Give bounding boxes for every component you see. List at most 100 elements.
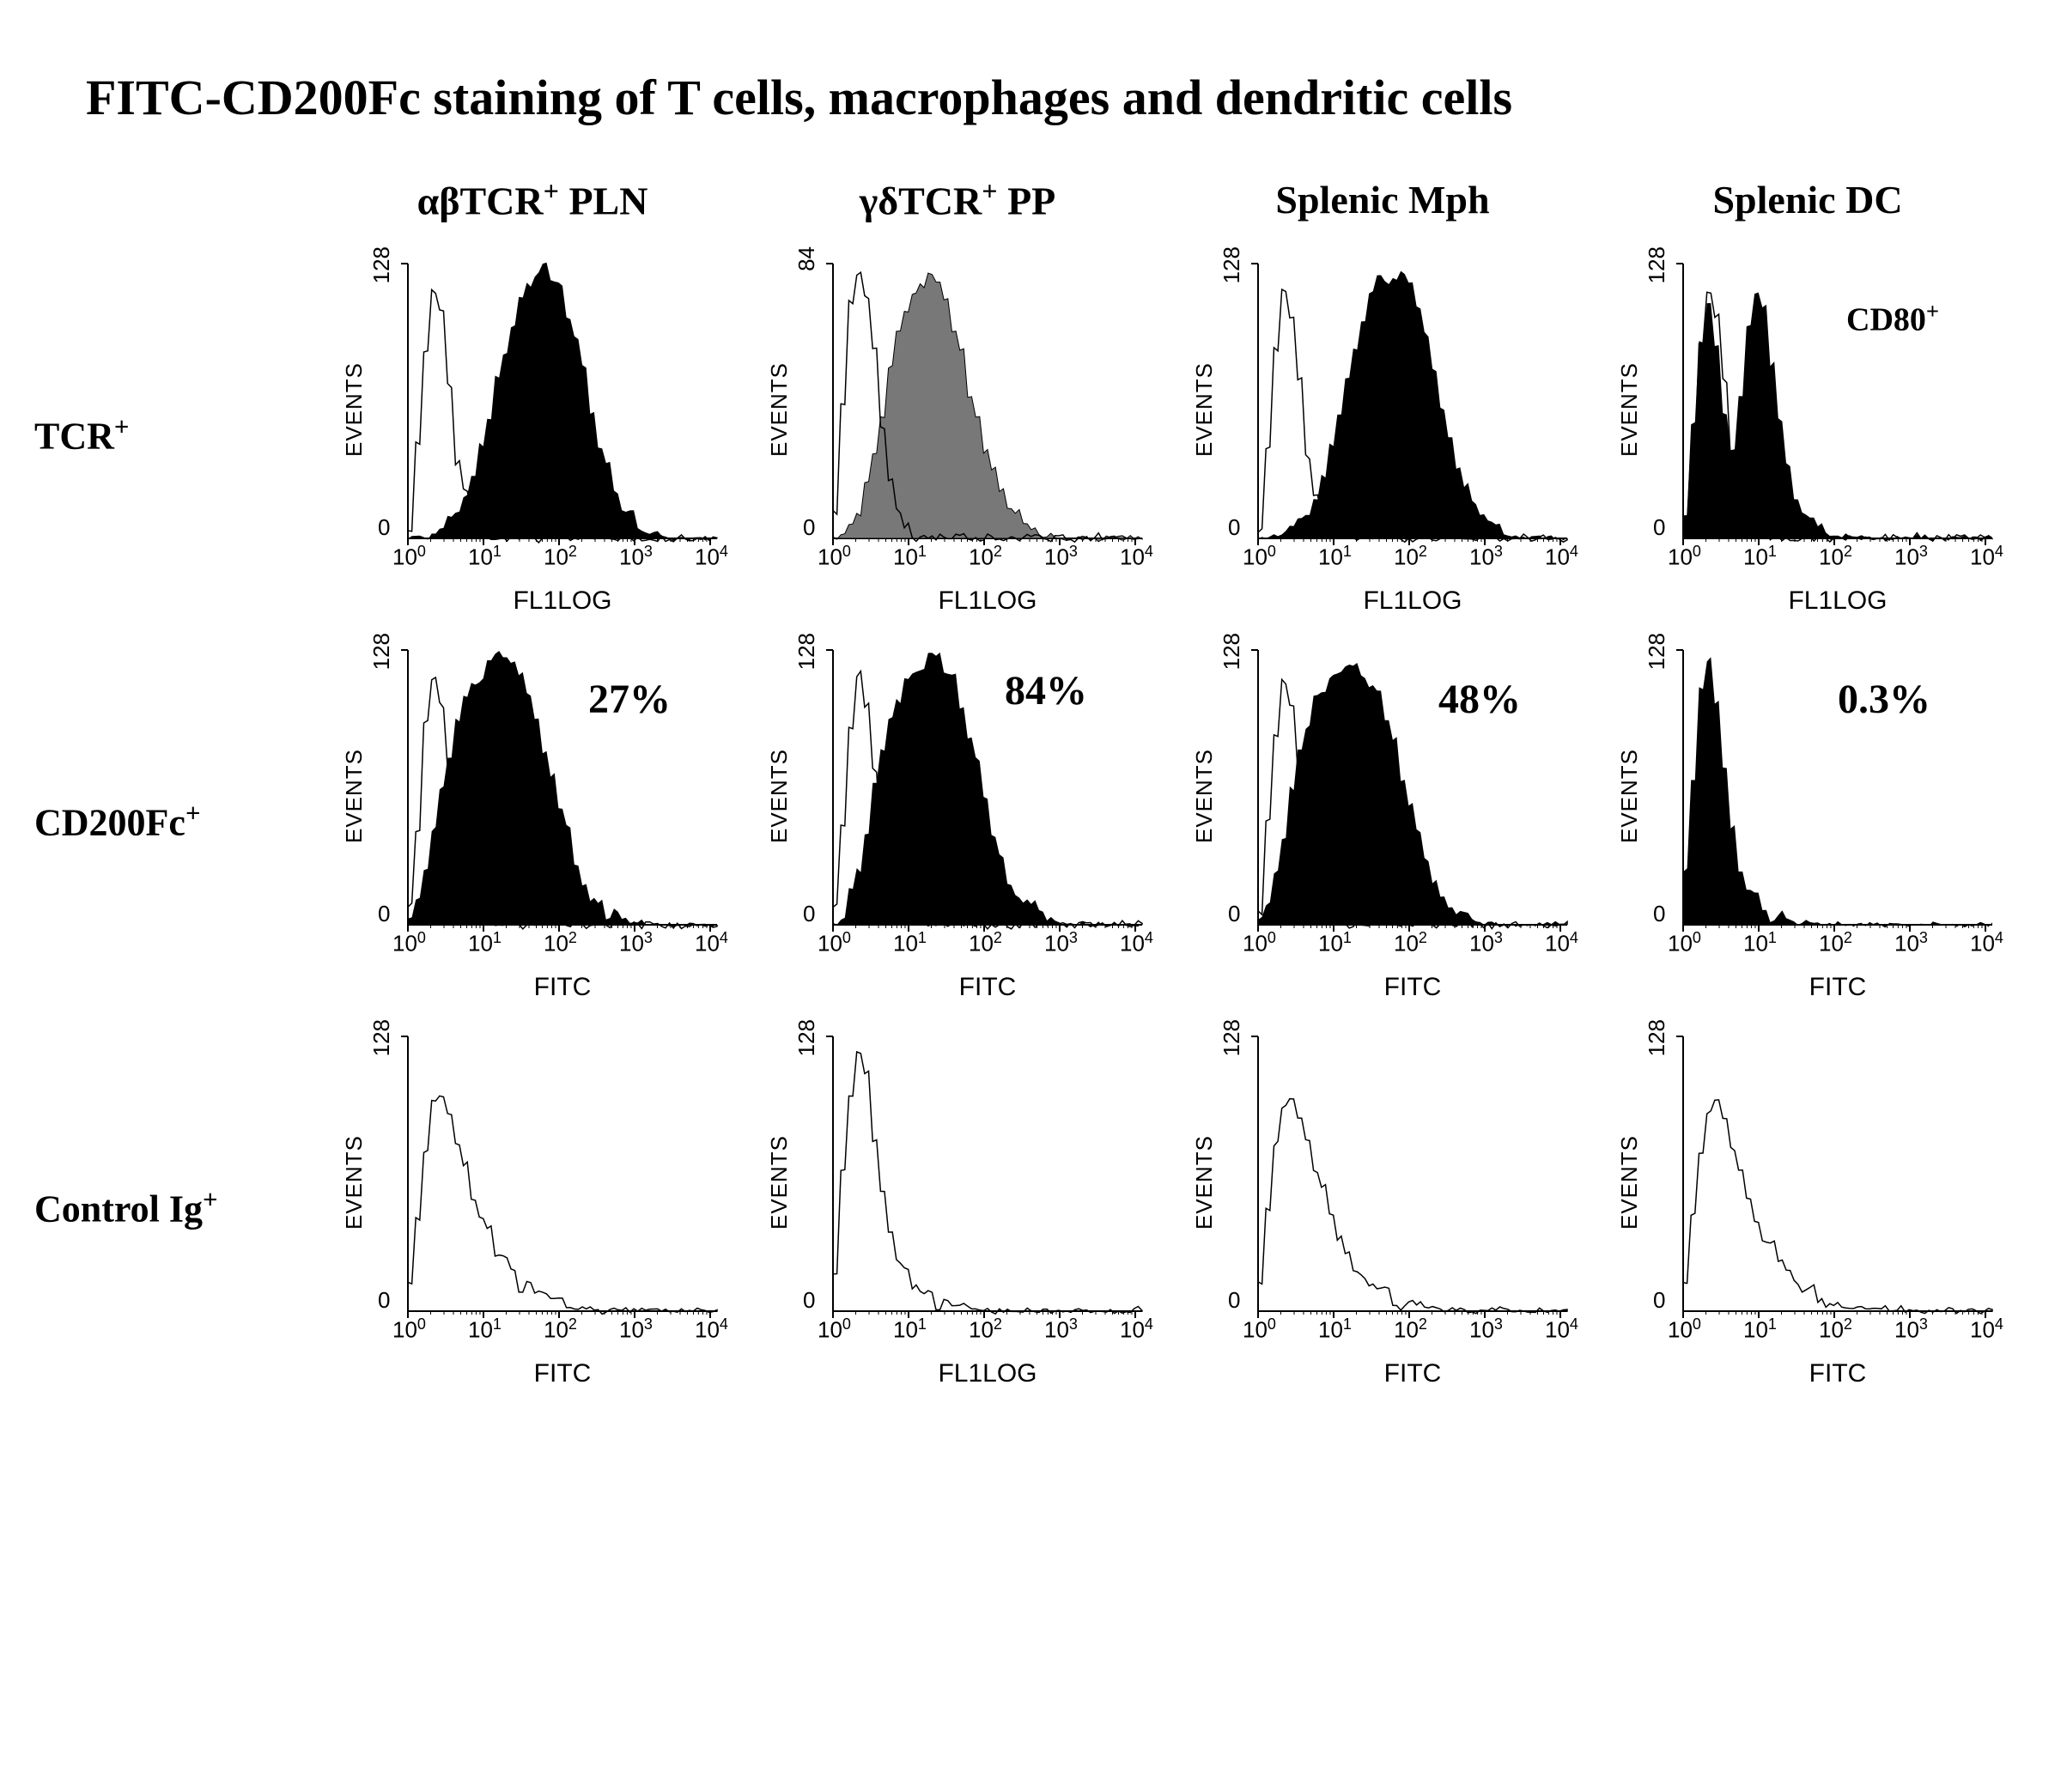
percent-label: 0.3% xyxy=(1838,676,1930,723)
x-tick-label-2: 102 xyxy=(544,1315,577,1344)
histogram-panel-r0-c3: EVENTS1280100101102103104FL1LOGCD80+ xyxy=(1606,246,2009,616)
x-axis-label: FITC xyxy=(416,973,708,1002)
x-tick-label-0: 100 xyxy=(1668,1315,1701,1344)
in-panel-label: CD80+ xyxy=(1846,298,1939,339)
row-label-2: Control Ig+ xyxy=(34,1185,309,1231)
x-tick-label-0: 100 xyxy=(818,929,851,957)
percent-label: 84% xyxy=(1005,667,1087,714)
x-tick-label-0: 100 xyxy=(1668,543,1701,571)
x-tick-label-3: 103 xyxy=(619,543,653,571)
x-tick-label-2: 102 xyxy=(1394,1315,1427,1344)
y-axis-zero: 0 xyxy=(1228,1287,1240,1314)
histogram-plot xyxy=(331,246,734,581)
x-axis-label: FL1LOG xyxy=(1692,586,1984,616)
x-tick-label-0: 100 xyxy=(392,1315,426,1344)
x-tick-label-0: 100 xyxy=(392,929,426,957)
x-tick-label-4: 104 xyxy=(695,543,728,571)
x-tick-label-4: 104 xyxy=(1970,1315,2003,1344)
x-tick-label-0: 100 xyxy=(818,1315,851,1344)
y-axis-label: EVENTS xyxy=(766,1054,793,1311)
column-header-3: Splenic DC xyxy=(1606,177,2009,222)
x-tick-label-4: 104 xyxy=(695,1315,728,1344)
histogram-panel-r1-c2: EVENTS1280100101102103104FITC48% xyxy=(1181,633,1584,1002)
y-axis-max: 128 xyxy=(368,246,395,283)
x-tick-label-4: 104 xyxy=(1970,929,2003,957)
main-histogram xyxy=(408,1096,717,1314)
x-tick-label-0: 100 xyxy=(1668,929,1701,957)
x-tick-label-2: 102 xyxy=(544,929,577,957)
row-label-0: TCR+ xyxy=(34,412,309,459)
x-tick-label-2: 102 xyxy=(969,1315,1002,1344)
y-axis-label: EVENTS xyxy=(1616,281,1643,538)
histogram-plot xyxy=(1606,1019,2009,1354)
x-tick-label-2: 102 xyxy=(1819,1315,1852,1344)
histogram-grid: αβTCR+ PLN γδTCR+ PP Splenic Mph Splenic DC… xyxy=(34,161,2033,1397)
histogram-plot xyxy=(331,1019,734,1354)
x-tick-label-3: 103 xyxy=(619,1315,653,1344)
x-tick-label-1: 101 xyxy=(468,929,502,957)
main-histogram xyxy=(1258,663,1567,927)
y-axis-zero: 0 xyxy=(1653,1287,1665,1314)
x-axis-label: FITC xyxy=(1267,973,1559,1002)
histogram-panel-r2-c3: EVENTS1280100101102103104FITC xyxy=(1606,1019,2009,1388)
y-axis-label: EVENTS xyxy=(1191,281,1218,538)
histogram-panel-r2-c1: EVENTS1280100101102103104FL1LOG xyxy=(756,1019,1159,1388)
x-tick-label-0: 100 xyxy=(392,543,426,571)
main-histogram xyxy=(833,1052,1142,1314)
y-axis-label: EVENTS xyxy=(766,667,793,925)
histogram-plot xyxy=(756,1019,1159,1354)
histogram-plot xyxy=(331,633,734,968)
x-tick-label-1: 101 xyxy=(1743,1315,1777,1344)
histogram-panel-r1-c0: EVENTS1280100101102103104FITC27% xyxy=(331,633,734,1002)
x-tick-label-1: 101 xyxy=(893,543,927,571)
column-header-1: γδTCR+ PP xyxy=(756,175,1159,223)
x-axis-label: FL1LOG xyxy=(416,586,708,616)
x-tick-label-4: 104 xyxy=(695,929,728,957)
y-axis-zero: 0 xyxy=(803,1287,815,1314)
x-tick-label-1: 101 xyxy=(468,1315,502,1344)
column-header-0: αβTCR+ PLN xyxy=(331,175,734,223)
x-tick-label-1: 101 xyxy=(1318,543,1352,571)
row-label-1: CD200Fc+ xyxy=(34,799,309,845)
histogram-panel-r1-c1: EVENTS1280100101102103104FITC84% xyxy=(756,633,1159,1002)
histogram-plot xyxy=(1606,633,2009,968)
y-axis-max: 128 xyxy=(368,633,395,670)
y-axis-zero: 0 xyxy=(1653,514,1665,541)
y-axis-max: 128 xyxy=(1644,633,1670,670)
main-histogram xyxy=(1683,293,1992,542)
x-axis-label: FL1LOG xyxy=(842,1359,1134,1388)
column-header-2: Splenic Mph xyxy=(1181,177,1584,222)
x-tick-label-2: 102 xyxy=(969,543,1002,571)
figure-page: FITC-CD200Fc staining of T cells, macrop… xyxy=(34,69,2033,1397)
histogram-plot xyxy=(1181,246,1584,581)
y-axis-max: 128 xyxy=(1219,246,1245,283)
histogram-panel-r2-c0: EVENTS1280100101102103104FITC xyxy=(331,1019,734,1388)
x-axis-label: FITC xyxy=(1692,1359,1984,1388)
y-axis-max: 128 xyxy=(1644,246,1670,283)
x-tick-label-3: 103 xyxy=(1894,543,1928,571)
y-axis-zero: 0 xyxy=(378,514,390,541)
x-tick-label-2: 102 xyxy=(1819,929,1852,957)
x-tick-label-4: 104 xyxy=(1120,543,1153,571)
y-axis-max: 128 xyxy=(1644,1019,1670,1056)
y-axis-label: EVENTS xyxy=(1616,1054,1643,1311)
main-histogram xyxy=(833,653,1142,928)
histogram-plot xyxy=(1606,246,2009,581)
y-axis-zero: 0 xyxy=(1228,901,1240,927)
histogram-plot xyxy=(756,246,1159,581)
x-tick-label-1: 101 xyxy=(893,1315,927,1344)
x-tick-label-2: 102 xyxy=(1394,543,1427,571)
y-axis-max: 128 xyxy=(793,633,820,670)
y-axis-label: EVENTS xyxy=(1191,667,1218,925)
x-axis-label: FITC xyxy=(1692,973,1984,1002)
main-histogram xyxy=(408,651,717,926)
x-axis-label: FITC xyxy=(842,973,1134,1002)
main-histogram xyxy=(1258,271,1567,541)
x-axis-label: FL1LOG xyxy=(842,586,1134,616)
histogram-panel-r0-c1: EVENTS840100101102103104FL1LOG xyxy=(756,246,1159,616)
histogram-panel-r1-c3: EVENTS1280100101102103104FITC0.3% xyxy=(1606,633,2009,1002)
x-tick-label-1: 101 xyxy=(1318,929,1352,957)
y-axis-max: 128 xyxy=(368,1019,395,1056)
y-axis-label: EVENTS xyxy=(1191,1054,1218,1311)
x-tick-label-0: 100 xyxy=(1243,543,1276,571)
